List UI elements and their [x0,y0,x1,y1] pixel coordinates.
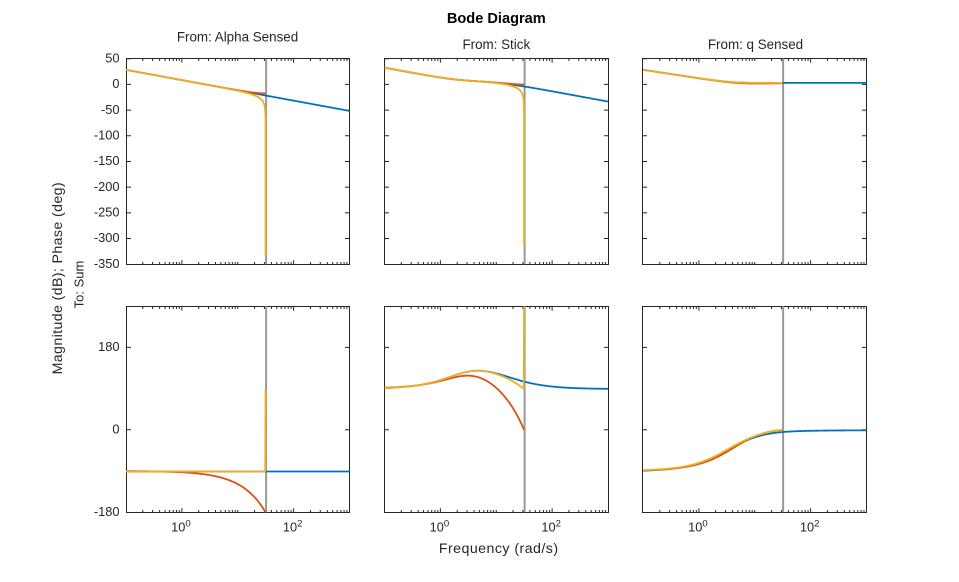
svg-text:0: 0 [112,422,119,437]
svg-text:To: Sum: To: Sum [72,261,87,309]
svg-text:-350: -350 [94,256,120,271]
svg-text:180: 180 [98,339,119,354]
svg-text:Magnitude (dB); Phase (deg): Magnitude (dB); Phase (deg) [50,182,66,374]
svg-text:From: q Sensed: From: q Sensed [708,37,803,52]
svg-text:-100: -100 [94,127,120,142]
svg-text:-250: -250 [94,205,120,220]
svg-text:0: 0 [112,76,119,91]
svg-text:From: Stick: From: Stick [462,37,530,52]
svg-text:From: Alpha Sensed: From: Alpha Sensed [177,29,298,44]
svg-text:Bode Diagram: Bode Diagram [447,11,546,27]
svg-text:50: 50 [105,50,119,65]
svg-text:-300: -300 [94,230,120,245]
svg-text:-50: -50 [101,102,120,117]
svg-text:-200: -200 [94,179,120,194]
svg-text:-150: -150 [94,153,120,168]
svg-text:Frequency (rad/s): Frequency (rad/s) [439,541,559,557]
svg-text:-180: -180 [94,504,120,519]
